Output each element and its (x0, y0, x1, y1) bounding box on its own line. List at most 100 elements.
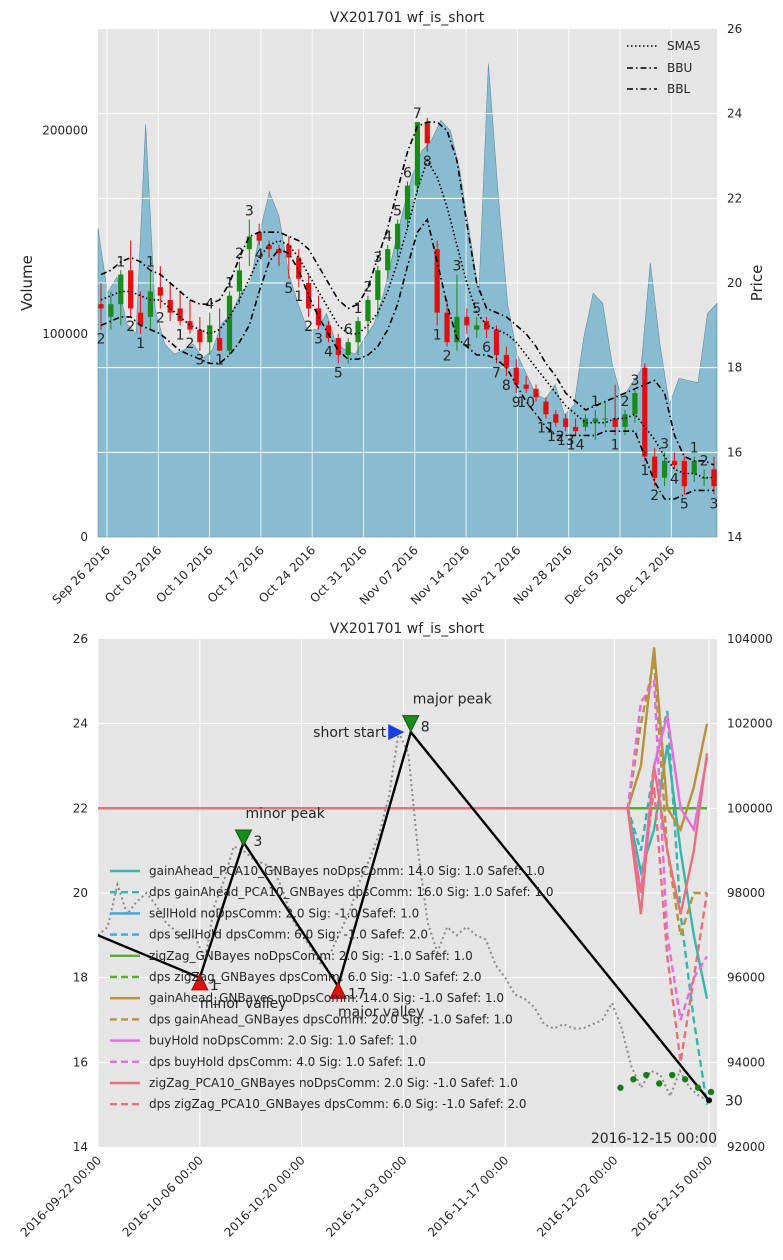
candle-body (266, 244, 272, 250)
legend-label: dps sellHold dpsComm: 6.0 Sig: -1.0 Safe… (149, 928, 428, 942)
candle-label: 2 (304, 319, 313, 335)
candle-body (147, 291, 154, 317)
candle-label: 8 (502, 378, 511, 394)
candle-label: 7 (413, 106, 422, 122)
legend-label: zigZag_PCA10_GNBayes noDpsComm: 2.0 Sig:… (149, 1076, 518, 1090)
candle-body (207, 325, 213, 343)
short-label: short start (313, 725, 387, 741)
candle-body (355, 321, 361, 343)
candle-label: 3 (710, 497, 719, 513)
ytick-left: 20 (73, 886, 88, 900)
candle-body (691, 460, 697, 474)
legend-label: dps zigZag_GNBayes dpsComm: 6.0 Sig: -1.… (149, 970, 481, 984)
ytick-right: 14 (727, 530, 742, 544)
candle-label: 2 (235, 246, 244, 262)
ytick-right: 102000 (727, 717, 773, 731)
candle-label: 1 (354, 301, 363, 317)
candle-label: 3 (245, 204, 254, 220)
legend-label: dps gainAhead_GNBayes dpsComm: 20.0 Sig:… (149, 1012, 513, 1026)
candle-body (572, 426, 579, 432)
candle-body (217, 338, 223, 351)
peak-marker (401, 715, 420, 733)
green-dot (681, 1076, 689, 1083)
ytick-right: 92000 (727, 1140, 765, 1154)
green-dot (630, 1076, 637, 1083)
candle-body (483, 321, 490, 330)
xtick-label: 2016-10-20 00:00 (221, 1153, 307, 1239)
legend-label: buyHold noDpsComm: 2.0 Sig: 1.0 Safef: 1… (149, 1034, 417, 1048)
candle-label: 7 (492, 365, 501, 381)
candle-body (414, 122, 420, 186)
peak-marker (234, 829, 253, 848)
legend-label: gainAhead_GNBayes noDpsComm: 14.0 Sig: -… (149, 991, 504, 1005)
candle-label: 2 (126, 319, 135, 335)
candle-label: 2 (186, 336, 195, 352)
candle-body (276, 249, 282, 254)
legend-label: gainAhead_PCA10_GNBayes noDpsComm: 14.0 … (149, 864, 545, 878)
candle-label: 3 (452, 259, 461, 275)
candle-body (632, 393, 638, 415)
green-dot (656, 1080, 663, 1087)
candle-label: 5 (680, 497, 689, 513)
xtick-label: 2016-11-03 00:00 (323, 1153, 409, 1239)
candle-label: 1 (215, 353, 224, 369)
candle-label: 3 (314, 332, 323, 348)
candle-label: 13 (557, 433, 575, 449)
candle-label: 12 (547, 429, 565, 445)
candle-label: 2 (443, 349, 452, 365)
ytick-right: 20 (727, 276, 742, 290)
candle-label: 4 (462, 336, 471, 352)
xtick-label: 2016-10-06 00:00 (120, 1153, 206, 1239)
legend-label: zigZag_GNBayes noDpsComm: 2.0 Sig: -1.0 … (149, 949, 473, 963)
ytick-right: 26 (727, 22, 742, 36)
candle-body (246, 236, 252, 250)
green-dot (694, 1084, 702, 1091)
candle-body (652, 456, 658, 478)
candle-body (553, 414, 559, 423)
candle-body (197, 329, 203, 343)
candle-label: 6 (344, 322, 353, 338)
candle-label: 2 (97, 332, 106, 348)
ytick-right: 18 (727, 361, 742, 375)
marker-index: 1 (210, 978, 219, 994)
ytick-left: 100000 (42, 327, 88, 341)
candle-body (296, 257, 302, 279)
candle-label: 9 (512, 395, 521, 411)
candle-label: 5 (334, 365, 343, 381)
valley-label: major valley (338, 1004, 424, 1020)
equity-series-line (98, 787, 709, 1063)
top-ylabel-left: Volume (18, 255, 36, 311)
top-legend: SMA5 BBU BBL (627, 39, 701, 96)
top-ylabel-right: Price (748, 265, 766, 302)
candle-body (226, 295, 233, 351)
end-point (706, 1097, 712, 1104)
candle-body (365, 299, 371, 322)
candle-body (345, 342, 351, 355)
candle-body (137, 312, 144, 326)
candle-body (395, 223, 401, 250)
candle-body (385, 249, 391, 271)
ytick-left: 200000 (42, 124, 88, 138)
sma5-line (100, 158, 714, 479)
marker-index: 3 (253, 834, 262, 850)
candle-body (602, 418, 608, 420)
candle-body (711, 469, 717, 487)
valley-marker (329, 981, 347, 999)
xtick-label: 2016-11-17 00:00 (425, 1153, 511, 1239)
bbu-line (100, 121, 715, 466)
candle-body (533, 388, 539, 398)
green-dot (668, 1071, 676, 1079)
ytick-left: 26 (73, 632, 88, 646)
ytick-left: 14 (73, 1140, 88, 1154)
candle-label: 1 (433, 327, 442, 343)
candle-label: 3 (630, 373, 639, 389)
candle-body (503, 354, 509, 368)
ytick-right: 98000 (727, 886, 765, 900)
top-chart-plot: 2121121234112345123456123456781234567891… (42, 22, 742, 607)
candle-body (325, 325, 332, 339)
candle-label: 2 (621, 394, 630, 410)
candle-body (523, 384, 529, 389)
candle-label: 5 (284, 281, 293, 297)
candle-body (375, 270, 381, 300)
